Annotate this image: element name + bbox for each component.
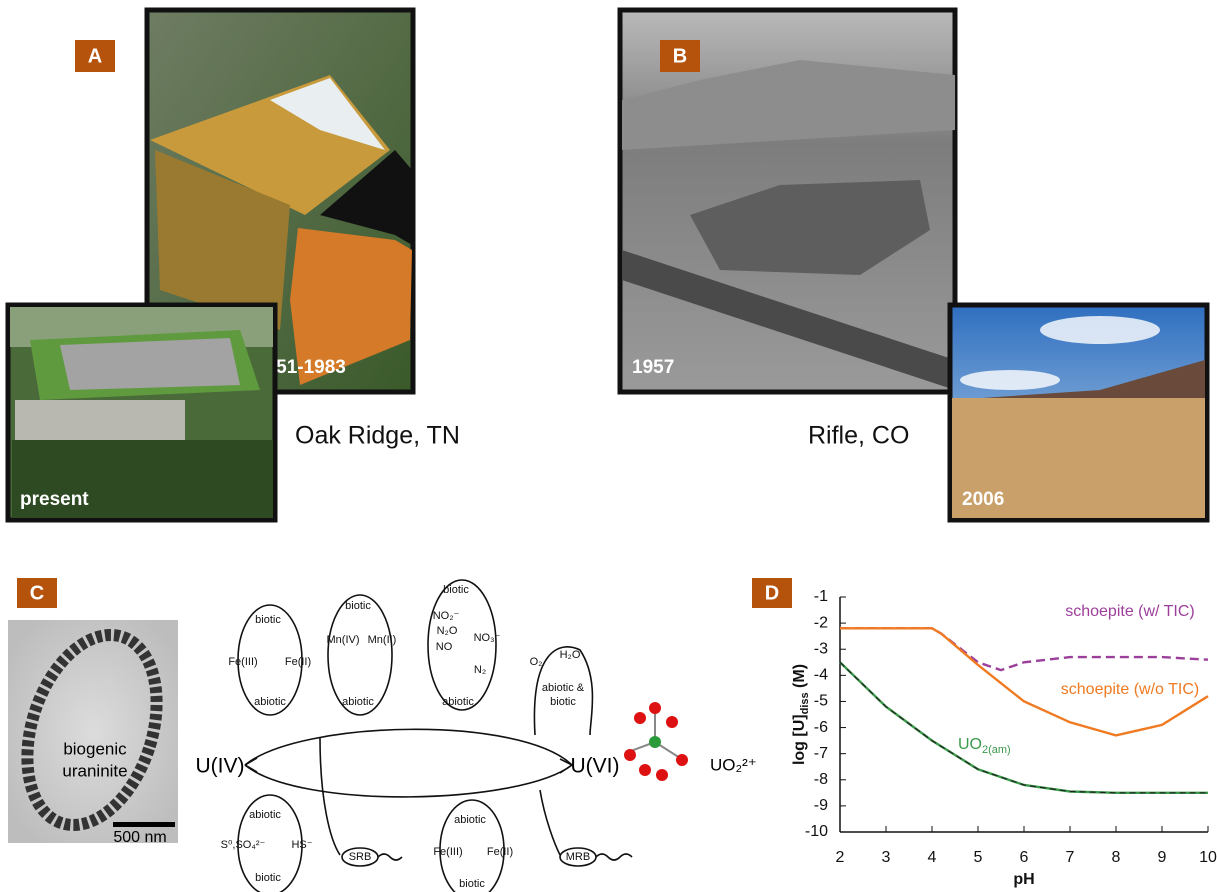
cycle-label: biotic (255, 872, 281, 884)
y-tick-label: -10 (805, 823, 828, 840)
cycle-label: Fe(III) (433, 846, 462, 858)
x-tick-label: 6 (1020, 849, 1029, 866)
y-tick-label: -8 (814, 771, 828, 788)
y-axis-label-sub: diss (799, 692, 811, 714)
inset-photo (8, 305, 275, 520)
x-tick-label: 9 (1158, 849, 1167, 866)
series-label: schoepite (w/o TIC) (1061, 681, 1199, 698)
x-tick-label: 5 (974, 849, 983, 866)
cycle-label: NO (436, 641, 453, 653)
cycle-label: HS⁻ (291, 839, 312, 851)
x-tick-label: 7 (1066, 849, 1075, 866)
x-tick-label: 3 (882, 849, 891, 866)
y-tick-label: -6 (814, 719, 828, 736)
cycle-label: abiotic (342, 696, 374, 708)
series-label-name: UO (958, 736, 982, 753)
ion-label: UO₂²⁺ (710, 755, 757, 774)
cycle-label: Mn(IV) (327, 634, 360, 646)
series-label-sub: 2(am) (982, 744, 1011, 756)
cycle-label: biotic (459, 878, 485, 890)
cycle-label: biotic (255, 614, 281, 626)
series-label: UO2(am) (958, 736, 1011, 756)
y-tick-label: -5 (814, 693, 828, 710)
site-name: Rifle, CO (808, 422, 909, 450)
cycle-label: N₂O (437, 625, 458, 637)
x-axis-label: pH (1013, 871, 1034, 888)
cycle-labels: biotic Fe(III) Fe(II) abiotic biotic Mn(IV) Mn… (221, 584, 591, 890)
cycle-label: abiotic (442, 696, 474, 708)
site-name: Oak Ridge, TN (295, 422, 460, 450)
x-tick-label: 4 (928, 849, 937, 866)
y-tick-label: -7 (814, 745, 828, 762)
cycle-label: abiotic (454, 814, 486, 826)
tem-image (5, 618, 180, 843)
cycle-label: biotic (550, 696, 576, 708)
panel-label: D (765, 582, 779, 604)
cycle-label: abiotic & (542, 682, 585, 694)
y-axis-label-part: (M) (791, 664, 808, 692)
panel-label: A (88, 45, 102, 67)
y-axis-label-part: log [U] (791, 714, 808, 765)
x-tick-label: 10 (1199, 849, 1217, 866)
species-label: U(VI) (571, 755, 620, 778)
y-tick-label: -9 (814, 797, 828, 814)
cycle-label: biotic (443, 584, 469, 596)
series-label-name: schoepite (w/ TIC) (1065, 603, 1195, 620)
cycle-label: O₂ (530, 656, 543, 668)
chart: -10 -9 -8 -7 -6 -5 -4 -3 -2 -1 2 3 4 5 6 7 8 9 10 pH log [U]… (791, 588, 1217, 888)
figure: A 1951-1983 present Oak Ridge, TN B 1957… (0, 0, 1217, 892)
inset-photo (950, 305, 1207, 520)
scale-bar-label: 500 nm (113, 829, 166, 846)
y-tick-label: -3 (814, 640, 828, 657)
photo-caption: present (20, 489, 89, 510)
x-tick-label: 2 (836, 849, 845, 866)
cycle-label: S⁰,SO₄²⁻ (221, 839, 266, 851)
series-label: schoepite (w/ TIC) (1065, 603, 1195, 620)
y-tick-label: -4 (814, 667, 828, 684)
y-tick-label: -2 (814, 614, 828, 631)
panel-label: B (673, 45, 687, 67)
photo-caption: 2006 (962, 489, 1004, 510)
cycle-label: NO₃⁻ (474, 632, 501, 644)
cycle-label: MRB (566, 851, 590, 863)
y-axis-label: log [U]diss (M) (791, 664, 811, 765)
cycle-label: Mn(II) (368, 634, 397, 646)
cycle-label: Fe(II) (285, 656, 311, 668)
series-label-name: schoepite (w/o TIC) (1061, 681, 1199, 698)
cycle-label: abiotic (254, 696, 286, 708)
cycle-label: H₂O (560, 649, 581, 661)
cycle-label: SRB (349, 851, 372, 863)
cycle-label: abiotic (249, 809, 281, 821)
image-caption: uraninite (62, 761, 127, 780)
cycle-label: biotic (345, 600, 371, 612)
image-caption: biogenic (63, 739, 127, 758)
molecule (624, 702, 688, 781)
x-tick-label: 8 (1112, 849, 1121, 866)
photo-caption: 1957 (632, 357, 674, 378)
panel-label: C (30, 582, 44, 604)
cycle-label: Fe(II) (487, 846, 513, 858)
series-line (840, 628, 1208, 670)
cycle-label: NO₂⁻ (433, 610, 460, 622)
cycle-label: N₂ (474, 664, 486, 676)
cycle-label: Fe(III) (228, 656, 257, 668)
species-label: U(IV) (196, 755, 245, 778)
y-tick-label: -1 (814, 588, 828, 605)
